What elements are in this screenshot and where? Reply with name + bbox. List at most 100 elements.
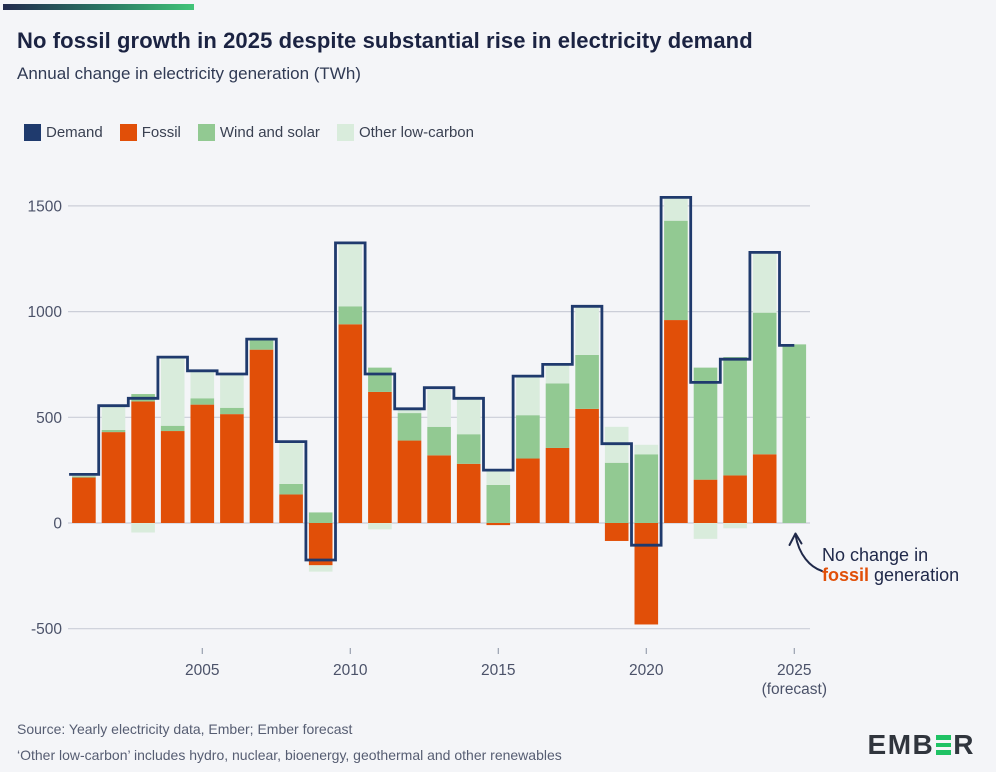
bar-2023-other-low-carbon <box>723 523 747 529</box>
bar-2022-other-low-carbon <box>693 523 718 539</box>
y-tick-label-0: 0 <box>53 516 62 533</box>
chart-subtitle: Annual change in electricity generation … <box>17 64 361 83</box>
bar-2006-fossil <box>220 414 244 523</box>
bar-2008-wind-and-solar <box>279 483 303 495</box>
bar-2007-other-low-carbon <box>249 339 274 341</box>
y-tick-label-1000: 1000 <box>28 304 63 321</box>
bar-2010-wind-and-solar <box>338 306 363 325</box>
bar-2012-other-low-carbon <box>397 408 422 414</box>
bar-2009-wind-and-solar <box>308 512 333 523</box>
brand-accent-strip <box>3 4 194 10</box>
y-tick-label-500: 500 <box>36 410 62 427</box>
annotation-highlight: fossil <box>822 565 870 585</box>
bar-2019-wind-and-solar <box>604 462 629 523</box>
bar-2010-other-low-carbon <box>338 243 363 307</box>
x-tick-label-2015: 2015 <box>481 662 515 679</box>
bar-2016-other-low-carbon <box>516 376 540 416</box>
bar-2021-fossil <box>664 320 688 523</box>
bar-2010-fossil <box>338 324 363 523</box>
bar-2020-fossil <box>634 523 659 625</box>
bar-2024-other-low-carbon <box>752 253 777 313</box>
bar-2007-fossil <box>249 349 274 523</box>
bar-2020-wind-and-solar <box>634 454 659 523</box>
bar-2015-fossil <box>486 523 511 526</box>
fossil-swatch <box>119 124 137 141</box>
bar-2024-fossil <box>752 454 777 523</box>
bar-2014-wind-and-solar <box>456 434 481 464</box>
bar-2019-other-low-carbon <box>604 426 629 463</box>
bar-2004-wind-and-solar <box>160 425 185 432</box>
footer-notes: Source: Yearly electricity data, Ember; … <box>17 721 562 763</box>
bar-2018-other-low-carbon <box>575 307 599 355</box>
bar-2025-wind-and-solar <box>782 344 807 523</box>
y-tick-label--500: -500 <box>31 621 62 638</box>
demand-swatch <box>24 124 41 141</box>
bar-2009-other-low-carbon <box>308 565 333 572</box>
bar-2016-fossil <box>516 458 540 523</box>
bar-2005-wind-and-solar <box>190 398 215 405</box>
bar-2003-other-low-carbon <box>131 523 155 533</box>
bar-2002-wind-and-solar <box>101 429 126 433</box>
bar-2004-other-low-carbon <box>160 357 185 426</box>
annotation-line1: No change in <box>822 545 929 565</box>
bar-2022-wind-and-solar <box>693 367 718 480</box>
bar-2009-fossil <box>308 523 333 566</box>
bar-2003-fossil <box>131 401 155 523</box>
bar-2012-fossil <box>397 440 422 523</box>
other-low-carbon-swatch <box>336 124 354 141</box>
legend-label: Fossil <box>141 124 181 141</box>
page-title: No fossil growth in 2025 despite substan… <box>17 28 753 53</box>
bar-2024-wind-and-solar <box>752 312 777 455</box>
legend-item-other-low-carbon: Other low-carbon <box>336 124 474 141</box>
legend-label: Other low-carbon <box>358 124 474 141</box>
bar-2001-fossil <box>72 477 96 523</box>
bar-2001-wind-and-solar <box>72 476 96 478</box>
bar-2007-wind-and-solar <box>249 340 274 350</box>
demand-step-line <box>69 196 795 562</box>
bar-2013-fossil <box>427 455 451 523</box>
bar-2008-fossil <box>279 494 303 523</box>
bar-2015-other-low-carbon <box>486 471 511 485</box>
bar-2021-wind-and-solar <box>664 220 688 321</box>
logo-e-bars-icon <box>936 735 952 755</box>
legend-item-fossil: Fossil <box>119 124 181 141</box>
bar-2004-fossil <box>160 431 185 523</box>
x-tick-label-2020: 2020 <box>629 662 664 679</box>
bar-2015-wind-and-solar <box>486 484 511 523</box>
x-tick-label-2025: 2025 <box>777 662 811 679</box>
bar-2013-wind-and-solar <box>427 426 451 456</box>
bar-2019-fossil <box>604 523 629 541</box>
bar-2022-fossil <box>693 479 718 523</box>
bar-2012-wind-and-solar <box>397 413 422 441</box>
definition-note: ‘Other low-carbon’ includes hydro, nucle… <box>17 747 562 763</box>
bar-2017-wind-and-solar <box>545 383 570 448</box>
wind-solar-swatch <box>197 124 215 141</box>
legend-item-demand: Demand <box>24 124 103 141</box>
bar-2018-wind-and-solar <box>575 354 599 409</box>
bar-2021-other-low-carbon <box>664 197 688 221</box>
legend-label: Wind and solar <box>219 124 320 141</box>
bar-2011-wind-and-solar <box>368 367 392 392</box>
annotation-no-fossil-change: No change in fossil generation <box>822 545 992 585</box>
bar-2002-other-low-carbon <box>101 405 126 430</box>
x-tick-label-2010: 2010 <box>333 662 368 679</box>
bar-2013-other-low-carbon <box>427 389 451 427</box>
bar-2014-fossil <box>456 463 481 523</box>
ember-logo: EMB R <box>868 729 975 761</box>
logo-text-r: R <box>953 729 975 760</box>
bar-2005-fossil <box>190 404 215 523</box>
bar-2018-fossil <box>575 408 599 523</box>
bar-2016-wind-and-solar <box>516 415 540 459</box>
bar-2002-fossil <box>101 432 126 523</box>
bar-2017-other-low-carbon <box>545 365 570 384</box>
y-tick-label-1500: 1500 <box>28 198 63 215</box>
bar-2005-other-low-carbon <box>190 370 215 399</box>
bar-2014-other-low-carbon <box>456 399 481 435</box>
source-text: Source: Yearly electricity data, Ember; … <box>17 721 353 737</box>
bar-2003-wind-and-solar <box>131 394 155 402</box>
bar-2023-wind-and-solar <box>723 357 747 476</box>
bar-2023-fossil <box>723 475 747 523</box>
bar-2006-other-low-carbon <box>220 373 244 408</box>
